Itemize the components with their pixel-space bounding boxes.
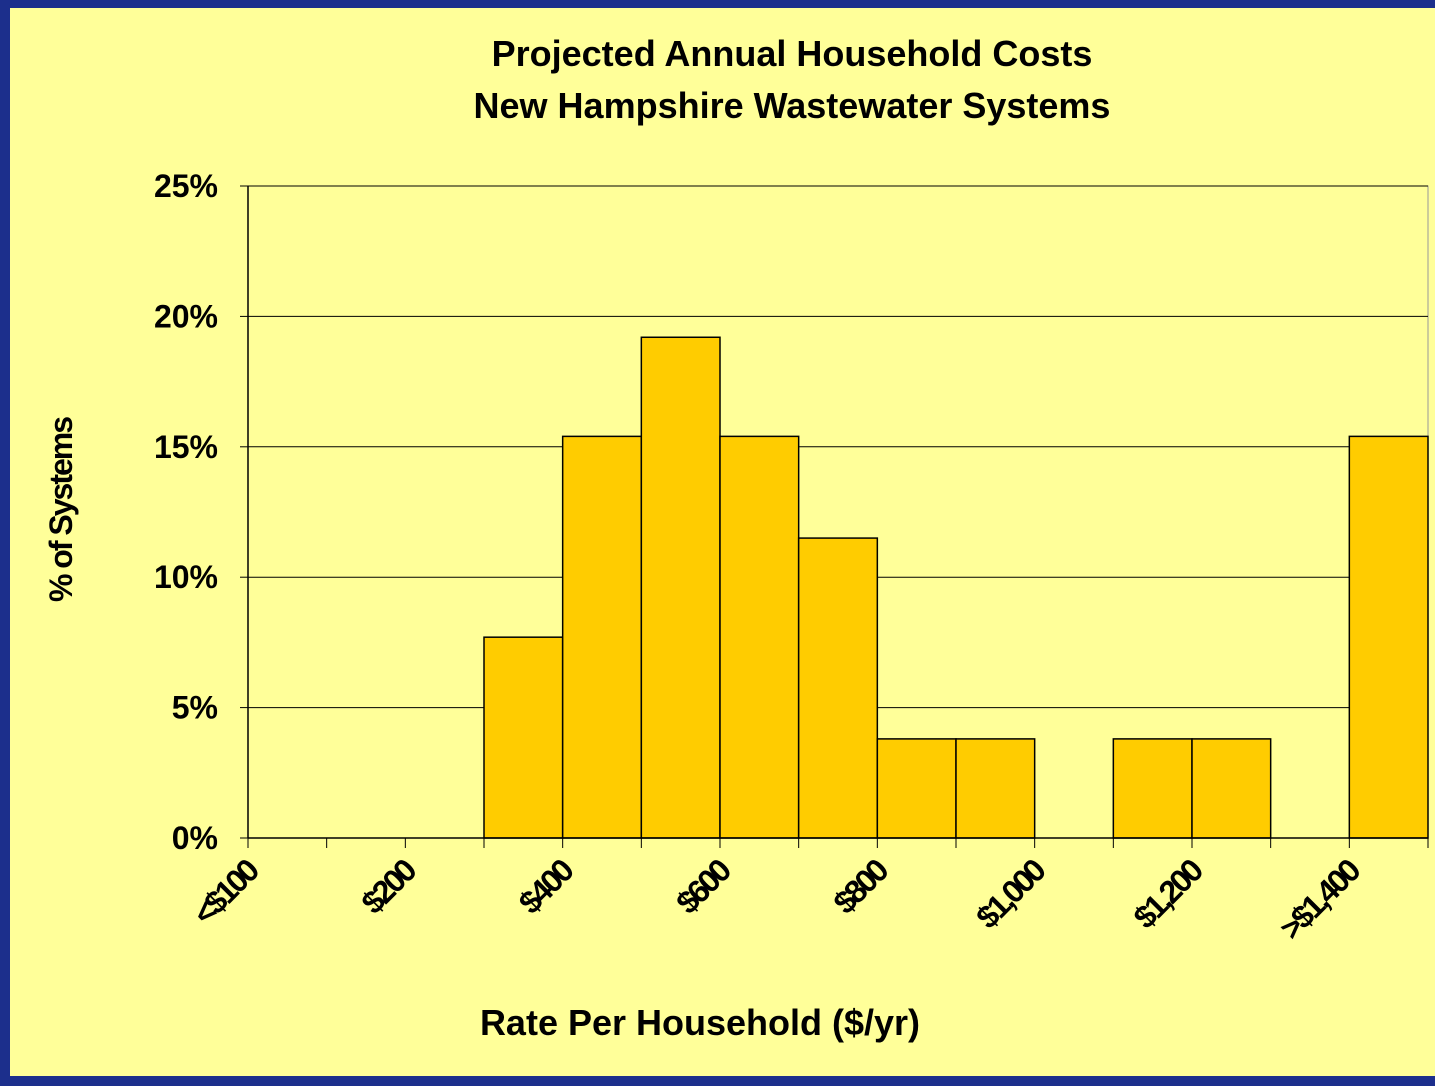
y-tick-label: 0% <box>172 820 218 856</box>
bar <box>1191 738 1272 839</box>
x-tick-label: $600 <box>669 852 738 921</box>
x-tick-label: $800 <box>826 852 895 921</box>
bar <box>1112 738 1193 839</box>
bar <box>719 435 800 839</box>
bar <box>955 738 1036 839</box>
y-tick-label: 10% <box>154 559 218 595</box>
x-tick-label: <$100 <box>186 852 266 932</box>
bar <box>483 636 564 839</box>
y-axis-title: % of Systems <box>43 417 79 602</box>
bar <box>797 537 879 839</box>
bar <box>876 738 957 839</box>
y-tick-label: 15% <box>154 429 218 465</box>
bar <box>561 435 643 839</box>
x-axis-title: Rate Per Household ($/yr) <box>480 1002 920 1043</box>
y-tick-label: 20% <box>154 298 218 334</box>
x-tick-label: $400 <box>512 852 581 921</box>
bar <box>640 336 721 839</box>
chart: Projected Annual Household Costs New Ham… <box>10 8 1435 1076</box>
x-tick-label: $1,000 <box>969 852 1052 935</box>
chart-title: Projected Annual Household Costs <box>492 33 1093 74</box>
x-tick-label: $200 <box>354 852 423 921</box>
chart-subtitle: New Hampshire Wastewater Systems <box>474 85 1111 126</box>
y-tick-label: 25% <box>154 168 218 204</box>
x-tick-label: >$1,400 <box>1273 852 1368 947</box>
x-tick-label: $1,200 <box>1126 852 1209 935</box>
y-tick-label: 5% <box>172 690 218 726</box>
bar <box>1348 435 1429 839</box>
